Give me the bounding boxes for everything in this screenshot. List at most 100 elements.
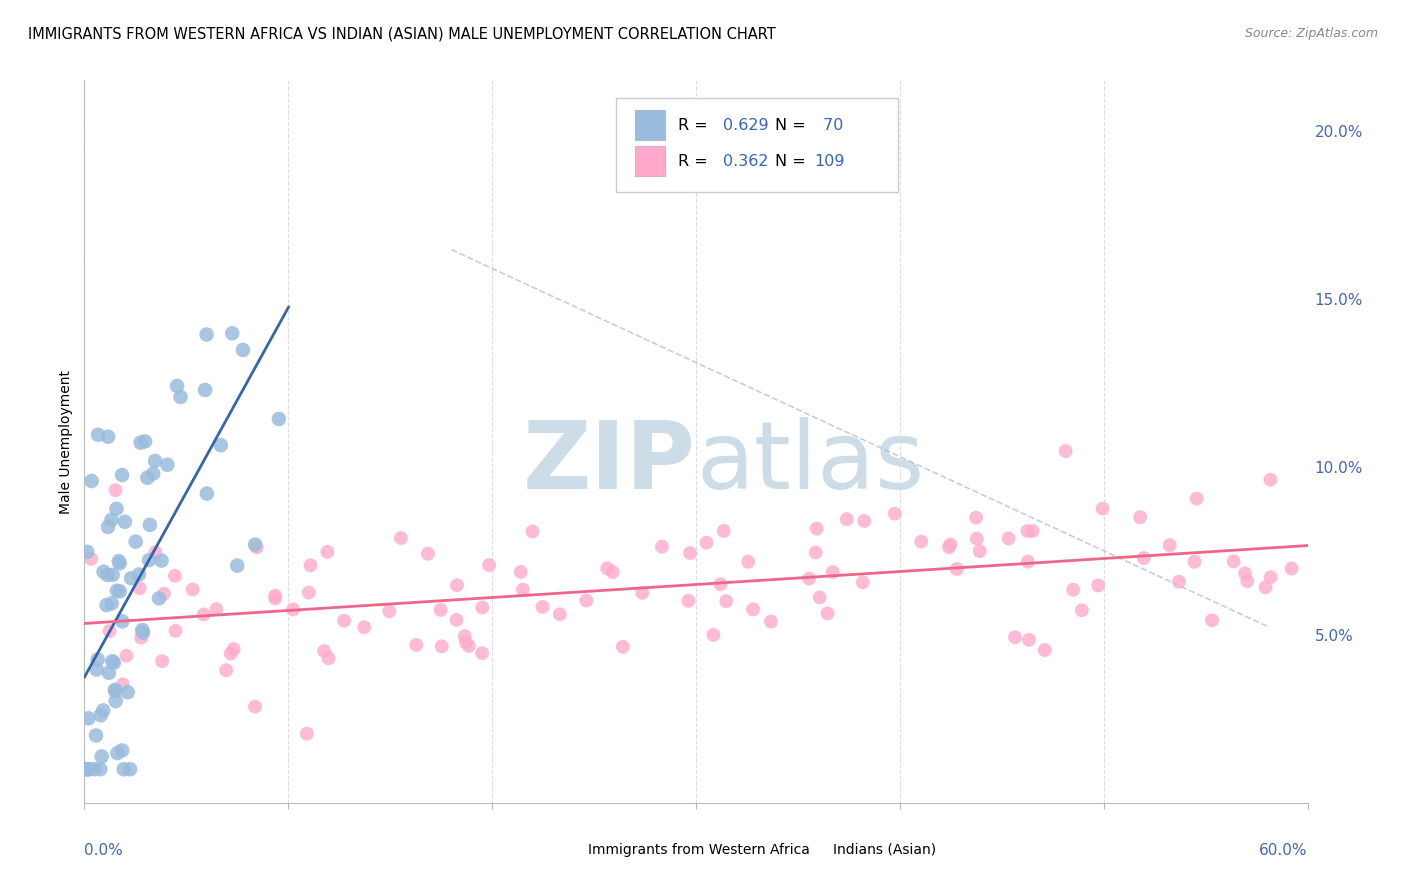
Point (143, 454, 166, 468)
Point (108, 584, 131, 599)
Point (454, 629, 477, 643)
Point (105, 583, 128, 598)
Text: 0.0%: 0.0% (84, 843, 124, 857)
Point (246, 541, 269, 555)
Point (1062, 582, 1084, 597)
Point (1017, 555, 1039, 569)
Text: IMMIGRANTS FROM WESTERN AFRICA VS INDIAN (ASIAN) MALE UNEMPLOYMENT CORRELATION C: IMMIGRANTS FROM WESTERN AFRICA VS INDIAN… (28, 27, 776, 42)
Point (124, 534, 146, 549)
Point (142, 467, 165, 481)
Point (835, 512, 858, 526)
Point (169, 390, 191, 404)
FancyBboxPatch shape (616, 98, 898, 193)
Point (215, 663, 238, 677)
Point (1159, 538, 1181, 552)
Point (965, 510, 987, 524)
Point (1091, 501, 1114, 516)
Point (797, 572, 820, 586)
Point (1281, 561, 1303, 575)
Point (389, 531, 412, 545)
Point (853, 514, 876, 528)
Point (107, 554, 129, 568)
Point (108, 557, 131, 571)
Text: R =: R = (678, 118, 713, 133)
Point (86, 652, 108, 666)
Point (575, 593, 598, 607)
Bar (794, 835, 821, 860)
Point (97, 430, 120, 444)
Point (80, 474, 103, 488)
Point (128, 567, 150, 582)
Point (194, 383, 217, 397)
Point (86, 662, 108, 676)
Point (87, 427, 110, 442)
Point (702, 628, 724, 642)
Point (243, 538, 266, 552)
Point (679, 546, 702, 560)
Point (205, 602, 228, 616)
Point (134, 434, 156, 449)
Point (232, 343, 254, 357)
Point (97, 520, 120, 534)
Point (1234, 566, 1257, 581)
Text: R =: R = (678, 153, 713, 169)
Point (429, 603, 451, 617)
Point (446, 613, 468, 627)
Point (695, 535, 717, 549)
Point (111, 677, 134, 691)
Point (713, 524, 735, 538)
Point (129, 631, 152, 645)
Point (150, 553, 173, 567)
Point (314, 644, 336, 658)
Bar (550, 835, 576, 860)
Bar (636, 146, 665, 177)
Point (264, 591, 287, 606)
Point (1133, 551, 1156, 566)
Point (150, 654, 173, 668)
Point (132, 625, 155, 640)
Point (1167, 574, 1189, 589)
Point (138, 553, 160, 567)
Point (129, 435, 152, 450)
Point (631, 585, 654, 599)
Point (222, 642, 245, 657)
Point (883, 507, 905, 521)
Text: atlas: atlas (696, 417, 924, 509)
Point (97, 665, 120, 680)
Point (91, 703, 114, 717)
Point (1070, 603, 1092, 617)
Point (821, 565, 844, 579)
Point (457, 639, 479, 653)
Text: #CCDDE8: #CCDDE8 (696, 462, 703, 463)
Point (104, 683, 127, 698)
Point (612, 640, 634, 654)
Point (1054, 444, 1077, 458)
Point (1236, 574, 1258, 589)
Point (509, 565, 531, 579)
Point (651, 540, 673, 554)
Point (966, 532, 988, 546)
Point (1185, 491, 1208, 506)
Point (478, 558, 501, 573)
Point (131, 623, 153, 637)
Point (98, 624, 121, 638)
Point (148, 591, 170, 606)
Point (1017, 524, 1039, 538)
Text: Immigrants from Western Africa: Immigrants from Western Africa (588, 843, 810, 856)
Point (531, 599, 554, 614)
Point (997, 532, 1019, 546)
Point (104, 483, 127, 497)
Point (83, 762, 105, 776)
Point (808, 591, 831, 605)
Point (946, 562, 969, 576)
Point (120, 571, 142, 585)
Point (298, 585, 321, 599)
Point (80, 551, 103, 566)
Point (742, 602, 765, 616)
Bar (636, 110, 665, 140)
Point (817, 607, 839, 621)
Point (1260, 473, 1282, 487)
Point (299, 558, 322, 573)
Point (101, 654, 124, 668)
Point (76, 545, 98, 559)
